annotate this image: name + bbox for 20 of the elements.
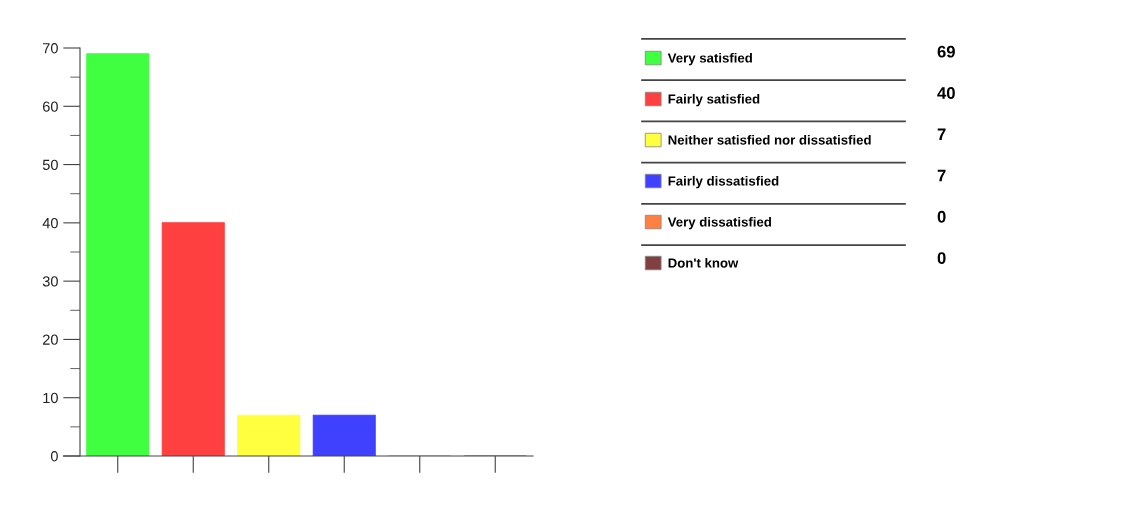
legend-label: Don't know — [668, 257, 739, 268]
legend-label: Neither satisfied nor dissatisfied — [668, 134, 871, 145]
y-tick-label: 70 — [43, 43, 58, 54]
legend-label: Very satisfied — [667, 52, 752, 66]
legend-label: Very dissatisfied — [667, 216, 771, 230]
legend-label: Fairly dissatisfied — [668, 175, 779, 189]
y-tick-label: 60 — [42, 101, 58, 112]
y-tick-label: 30 — [42, 276, 58, 287]
text: 7 — [937, 169, 946, 182]
text: 40 — [937, 87, 955, 99]
text: 0 — [937, 210, 946, 223]
y-tick-label: 20 — [42, 334, 58, 345]
text: 7 — [937, 128, 946, 140]
text: 69 — [937, 45, 955, 58]
y-tick-label: 10 — [43, 392, 58, 404]
text: 0 — [937, 252, 946, 264]
legend-label: Fairly satisfied — [668, 93, 760, 107]
y-tick-label: 40 — [42, 217, 58, 229]
y-tick-label: 50 — [42, 159, 58, 170]
y-tick-label: 0 — [50, 451, 58, 462]
